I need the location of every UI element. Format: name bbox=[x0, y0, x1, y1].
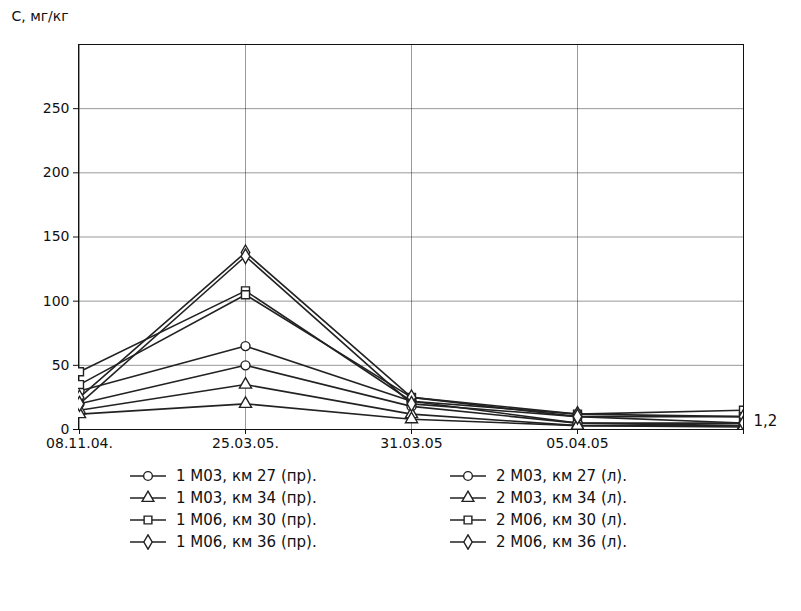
html-text:2 М06, км 36 (л).: 2 М06, км 36 (л). bbox=[496, 533, 627, 551]
svg-text:C, мг/кг: C, мг/кг bbox=[12, 8, 69, 24]
svg-text:100: 100 bbox=[43, 293, 70, 309]
svg-text:200: 200 bbox=[43, 164, 70, 180]
svg-text:08.11.04.: 08.11.04. bbox=[46, 435, 113, 451]
svg-text:50: 50 bbox=[52, 357, 70, 373]
svg-text:150: 150 bbox=[43, 228, 70, 244]
html-text:2 М06, км 30 (л).: 2 М06, км 30 (л). bbox=[496, 511, 627, 529]
html-text:2 М03, км 27 (л).: 2 М03, км 27 (л). bbox=[496, 467, 627, 485]
svg-text:1,2: 1,2 bbox=[754, 412, 778, 430]
html-text:1 М03, км 27 (пр).: 1 М03, км 27 (пр). bbox=[176, 467, 317, 485]
svg-text:0: 0 bbox=[60, 421, 70, 437]
svg-text:250: 250 bbox=[43, 100, 70, 116]
svg-text:05.04.05: 05.04.05 bbox=[546, 435, 608, 451]
html-text:1 М06, км 36 (пр).: 1 М06, км 36 (пр). bbox=[176, 533, 317, 551]
html-text:1 М06, км 30 (пр).: 1 М06, км 30 (пр). bbox=[176, 511, 317, 529]
svg-text:25.03.05.: 25.03.05. bbox=[212, 435, 279, 451]
html-text:1 М03, км 34 (пр).: 1 М03, км 34 (пр). bbox=[176, 489, 317, 507]
svg-text:31.03.05: 31.03.05 bbox=[380, 435, 442, 451]
html-text:2 М03, км 34 (л).: 2 М03, км 34 (л). bbox=[496, 489, 627, 507]
